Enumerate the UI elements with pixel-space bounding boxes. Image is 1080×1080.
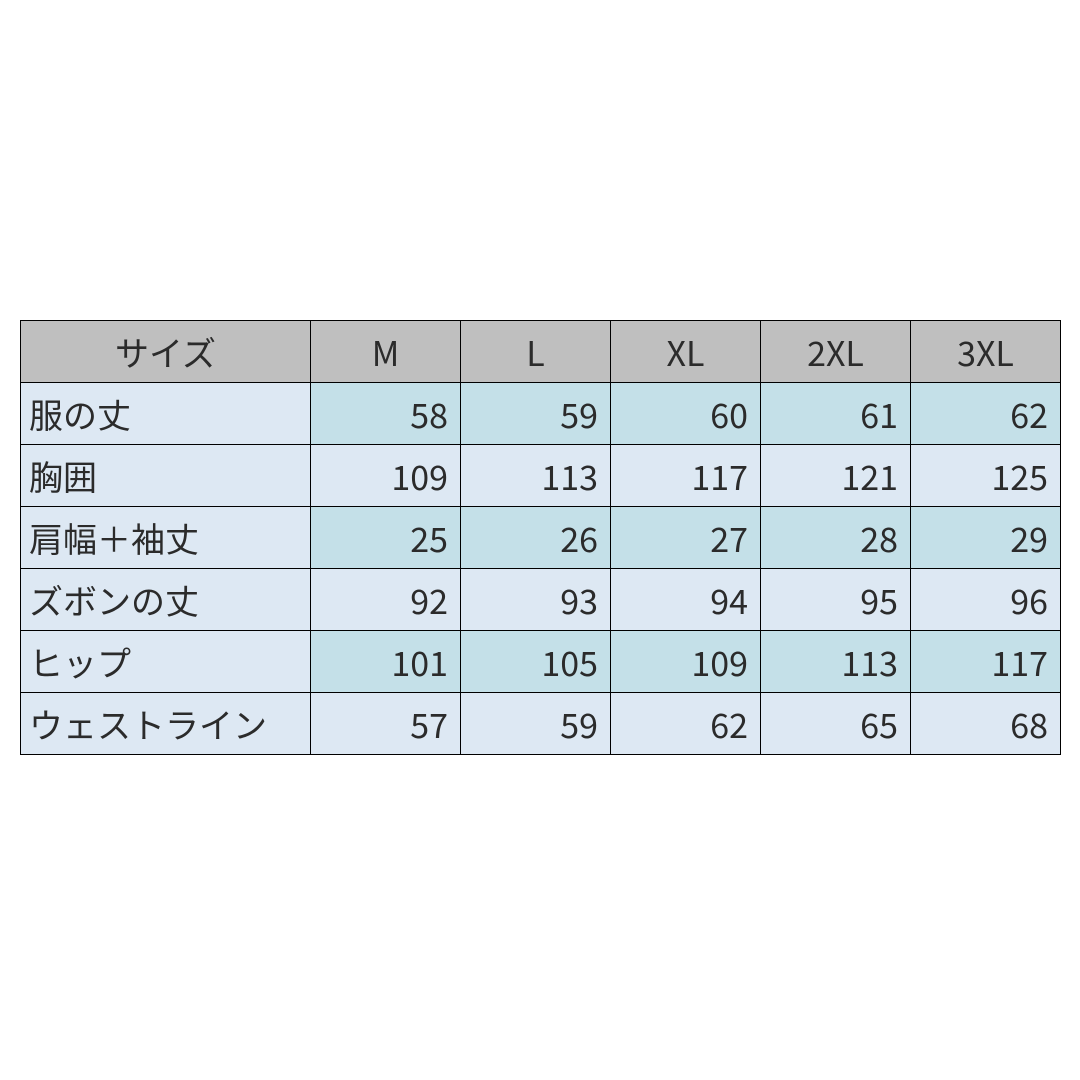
header-col-2xl: 2XL (761, 321, 911, 383)
cell: 62 (611, 693, 761, 755)
cell: 125 (911, 445, 1061, 507)
header-size-label: サイズ (21, 321, 311, 383)
cell: 60 (611, 383, 761, 445)
row-label: 胸囲 (21, 445, 311, 507)
cell: 27 (611, 507, 761, 569)
header-col-xl: XL (611, 321, 761, 383)
cell: 93 (461, 569, 611, 631)
header-col-3xl: 3XL (911, 321, 1061, 383)
table-row: 肩幅＋袖丈 25 26 27 28 29 (21, 507, 1061, 569)
cell: 62 (911, 383, 1061, 445)
cell: 109 (611, 631, 761, 693)
cell: 26 (461, 507, 611, 569)
cell: 61 (761, 383, 911, 445)
cell: 25 (311, 507, 461, 569)
table-row: ウェストライン 57 59 62 65 68 (21, 693, 1061, 755)
cell: 113 (461, 445, 611, 507)
cell: 59 (461, 383, 611, 445)
cell: 68 (911, 693, 1061, 755)
cell: 117 (911, 631, 1061, 693)
cell: 101 (311, 631, 461, 693)
header-col-m: M (311, 321, 461, 383)
row-label: 肩幅＋袖丈 (21, 507, 311, 569)
row-label: ウェストライン (21, 693, 311, 755)
cell: 59 (461, 693, 611, 755)
table-row: 服の丈 58 59 60 61 62 (21, 383, 1061, 445)
cell: 109 (311, 445, 461, 507)
header-col-l: L (461, 321, 611, 383)
row-label: ズボンの丈 (21, 569, 311, 631)
cell: 96 (911, 569, 1061, 631)
cell: 58 (311, 383, 461, 445)
canvas: サイズ M L XL 2XL 3XL 服の丈 58 59 60 61 62 胸囲… (0, 0, 1080, 1080)
cell: 105 (461, 631, 611, 693)
table-row: ズボンの丈 92 93 94 95 96 (21, 569, 1061, 631)
cell: 28 (761, 507, 911, 569)
row-label: 服の丈 (21, 383, 311, 445)
table-header-row: サイズ M L XL 2XL 3XL (21, 321, 1061, 383)
cell: 113 (761, 631, 911, 693)
size-chart-table: サイズ M L XL 2XL 3XL 服の丈 58 59 60 61 62 胸囲… (20, 320, 1061, 755)
table-row: ヒップ 101 105 109 113 117 (21, 631, 1061, 693)
cell: 65 (761, 693, 911, 755)
cell: 92 (311, 569, 461, 631)
cell: 95 (761, 569, 911, 631)
cell: 29 (911, 507, 1061, 569)
row-label: ヒップ (21, 631, 311, 693)
cell: 117 (611, 445, 761, 507)
cell: 57 (311, 693, 461, 755)
table-row: 胸囲 109 113 117 121 125 (21, 445, 1061, 507)
cell: 121 (761, 445, 911, 507)
cell: 94 (611, 569, 761, 631)
